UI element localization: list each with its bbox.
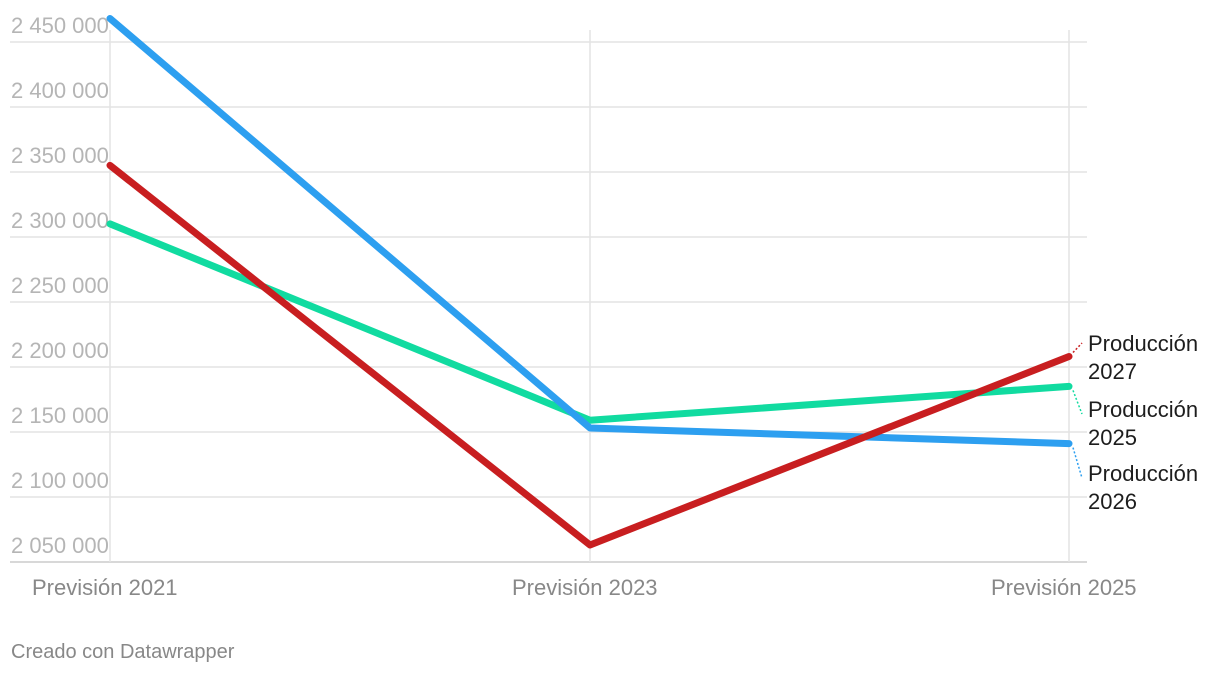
horizontal-gridlines bbox=[10, 41, 1087, 563]
y-tick-label: 2 250 000 bbox=[11, 273, 109, 298]
end-label-connector bbox=[1072, 342, 1083, 354]
end-label-s2025: Producción 2025 bbox=[1088, 397, 1198, 450]
series-line-s2026 bbox=[106, 15, 1073, 448]
x-tick-label: Previsión 2023 bbox=[512, 575, 658, 600]
y-axis-tick-labels: 2 050 000 2 100 000 2 150 000 2 200 000 2 25… bbox=[11, 13, 109, 558]
x-tick-label: Previsión 2021 bbox=[32, 575, 178, 600]
series-end-labels: Producción 2027 Producción 2025 Producción 20… bbox=[1072, 331, 1198, 514]
series-line-s2027 bbox=[106, 161, 1073, 549]
y-tick-label: 2 200 000 bbox=[11, 338, 109, 363]
datawrapper-credit[interactable]: Creado con Datawrapper bbox=[11, 641, 235, 663]
end-label-connector bbox=[1072, 447, 1083, 479]
x-axis-tick-labels: Previsión 2021 Previsión 2023 Previsión 20… bbox=[32, 575, 1137, 600]
y-tick-label: 2 150 000 bbox=[11, 403, 109, 428]
y-tick-label: 2 100 000 bbox=[11, 468, 109, 493]
vertical-gridlines bbox=[109, 30, 1070, 562]
end-label-s2027: Producción 2027 bbox=[1088, 331, 1198, 384]
y-tick-label: 2 050 000 bbox=[11, 533, 109, 558]
series-lines bbox=[106, 15, 1073, 549]
end-label-connector bbox=[1072, 390, 1083, 415]
y-tick-label: 2 450 000 bbox=[11, 13, 109, 38]
y-tick-label: 2 400 000 bbox=[11, 78, 109, 103]
y-tick-label: 2 350 000 bbox=[11, 143, 109, 168]
end-label-s2026: Producción 2026 bbox=[1088, 461, 1198, 514]
y-tick-label: 2 300 000 bbox=[11, 208, 109, 233]
x-tick-label: Previsión 2025 bbox=[991, 575, 1137, 600]
line-chart: 2 050 000 2 100 000 2 150 000 2 200 000 2 25… bbox=[10, 13, 1198, 600]
